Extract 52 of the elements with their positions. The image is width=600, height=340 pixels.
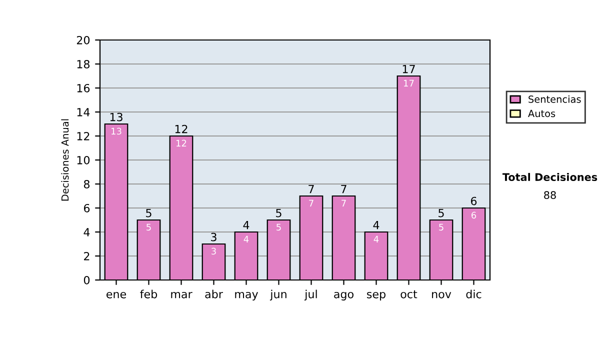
y-tick-label: 10 [77, 156, 90, 164]
total-label: 6 [470, 196, 477, 206]
y-tick-label: 16 [77, 84, 90, 92]
data-label: 6 [472, 212, 476, 219]
y-tick-label: 4 [84, 228, 90, 236]
data-label: 5 [276, 224, 281, 231]
x-tick-label: abr [205, 290, 223, 298]
y-tick-label: 6 [84, 204, 90, 212]
x-tick-label: jun [270, 290, 286, 300]
x-tick-label: jul [304, 290, 317, 300]
total-label: 7 [341, 184, 346, 194]
x-tick-label: nov [432, 292, 452, 298]
x-tick-label: ago [334, 292, 354, 300]
y-tick-label: 2 [84, 252, 90, 260]
data-label: 17 [404, 80, 414, 86]
y-axis-title: Decisiones Anual [61, 119, 69, 201]
data-label: 5 [146, 224, 151, 231]
y-tick-label: 8 [84, 180, 90, 188]
total-label: 5 [146, 208, 152, 218]
x-tick-label: mar [171, 292, 192, 298]
data-label: 7 [309, 200, 314, 206]
x-tick-label: ene [106, 292, 126, 298]
y-tick-label: 0 [84, 276, 90, 284]
total-label: 7 [308, 184, 314, 194]
total-label: 4 [243, 220, 250, 230]
total-label: 5 [438, 208, 444, 218]
data-label: 12 [176, 140, 186, 146]
x-tick-label: may [235, 292, 258, 300]
data-label: 13 [112, 128, 122, 135]
data-label: 3 [212, 248, 216, 255]
data-label: 5 [439, 224, 444, 231]
x-tick-label: sep [367, 292, 386, 300]
y-tick-label: 14 [77, 108, 90, 116]
legend-label: Autos [528, 110, 556, 118]
y-tick-label: 12 [77, 132, 90, 140]
data-label: 4 [244, 236, 249, 242]
y-tick-label: 20 [76, 36, 90, 44]
total-label: 17 [402, 64, 415, 74]
x-tick-label: dic [466, 290, 482, 298]
text: 88 [544, 191, 556, 200]
total-label: 13 [110, 112, 122, 122]
data-label: 4 [374, 236, 379, 242]
total-label: 5 [276, 208, 282, 218]
total-label: 12 [175, 124, 188, 134]
x-tick-label: oct [400, 290, 418, 298]
total-label: 3 [211, 232, 216, 242]
x-tick-label: feb [140, 290, 158, 298]
data-label: 7 [342, 200, 346, 206]
total-label: 4 [373, 220, 380, 230]
y-tick-label: 18 [77, 60, 90, 68]
text: Total Decisiones [502, 172, 598, 182]
legend-label: Sentencias [528, 95, 581, 103]
